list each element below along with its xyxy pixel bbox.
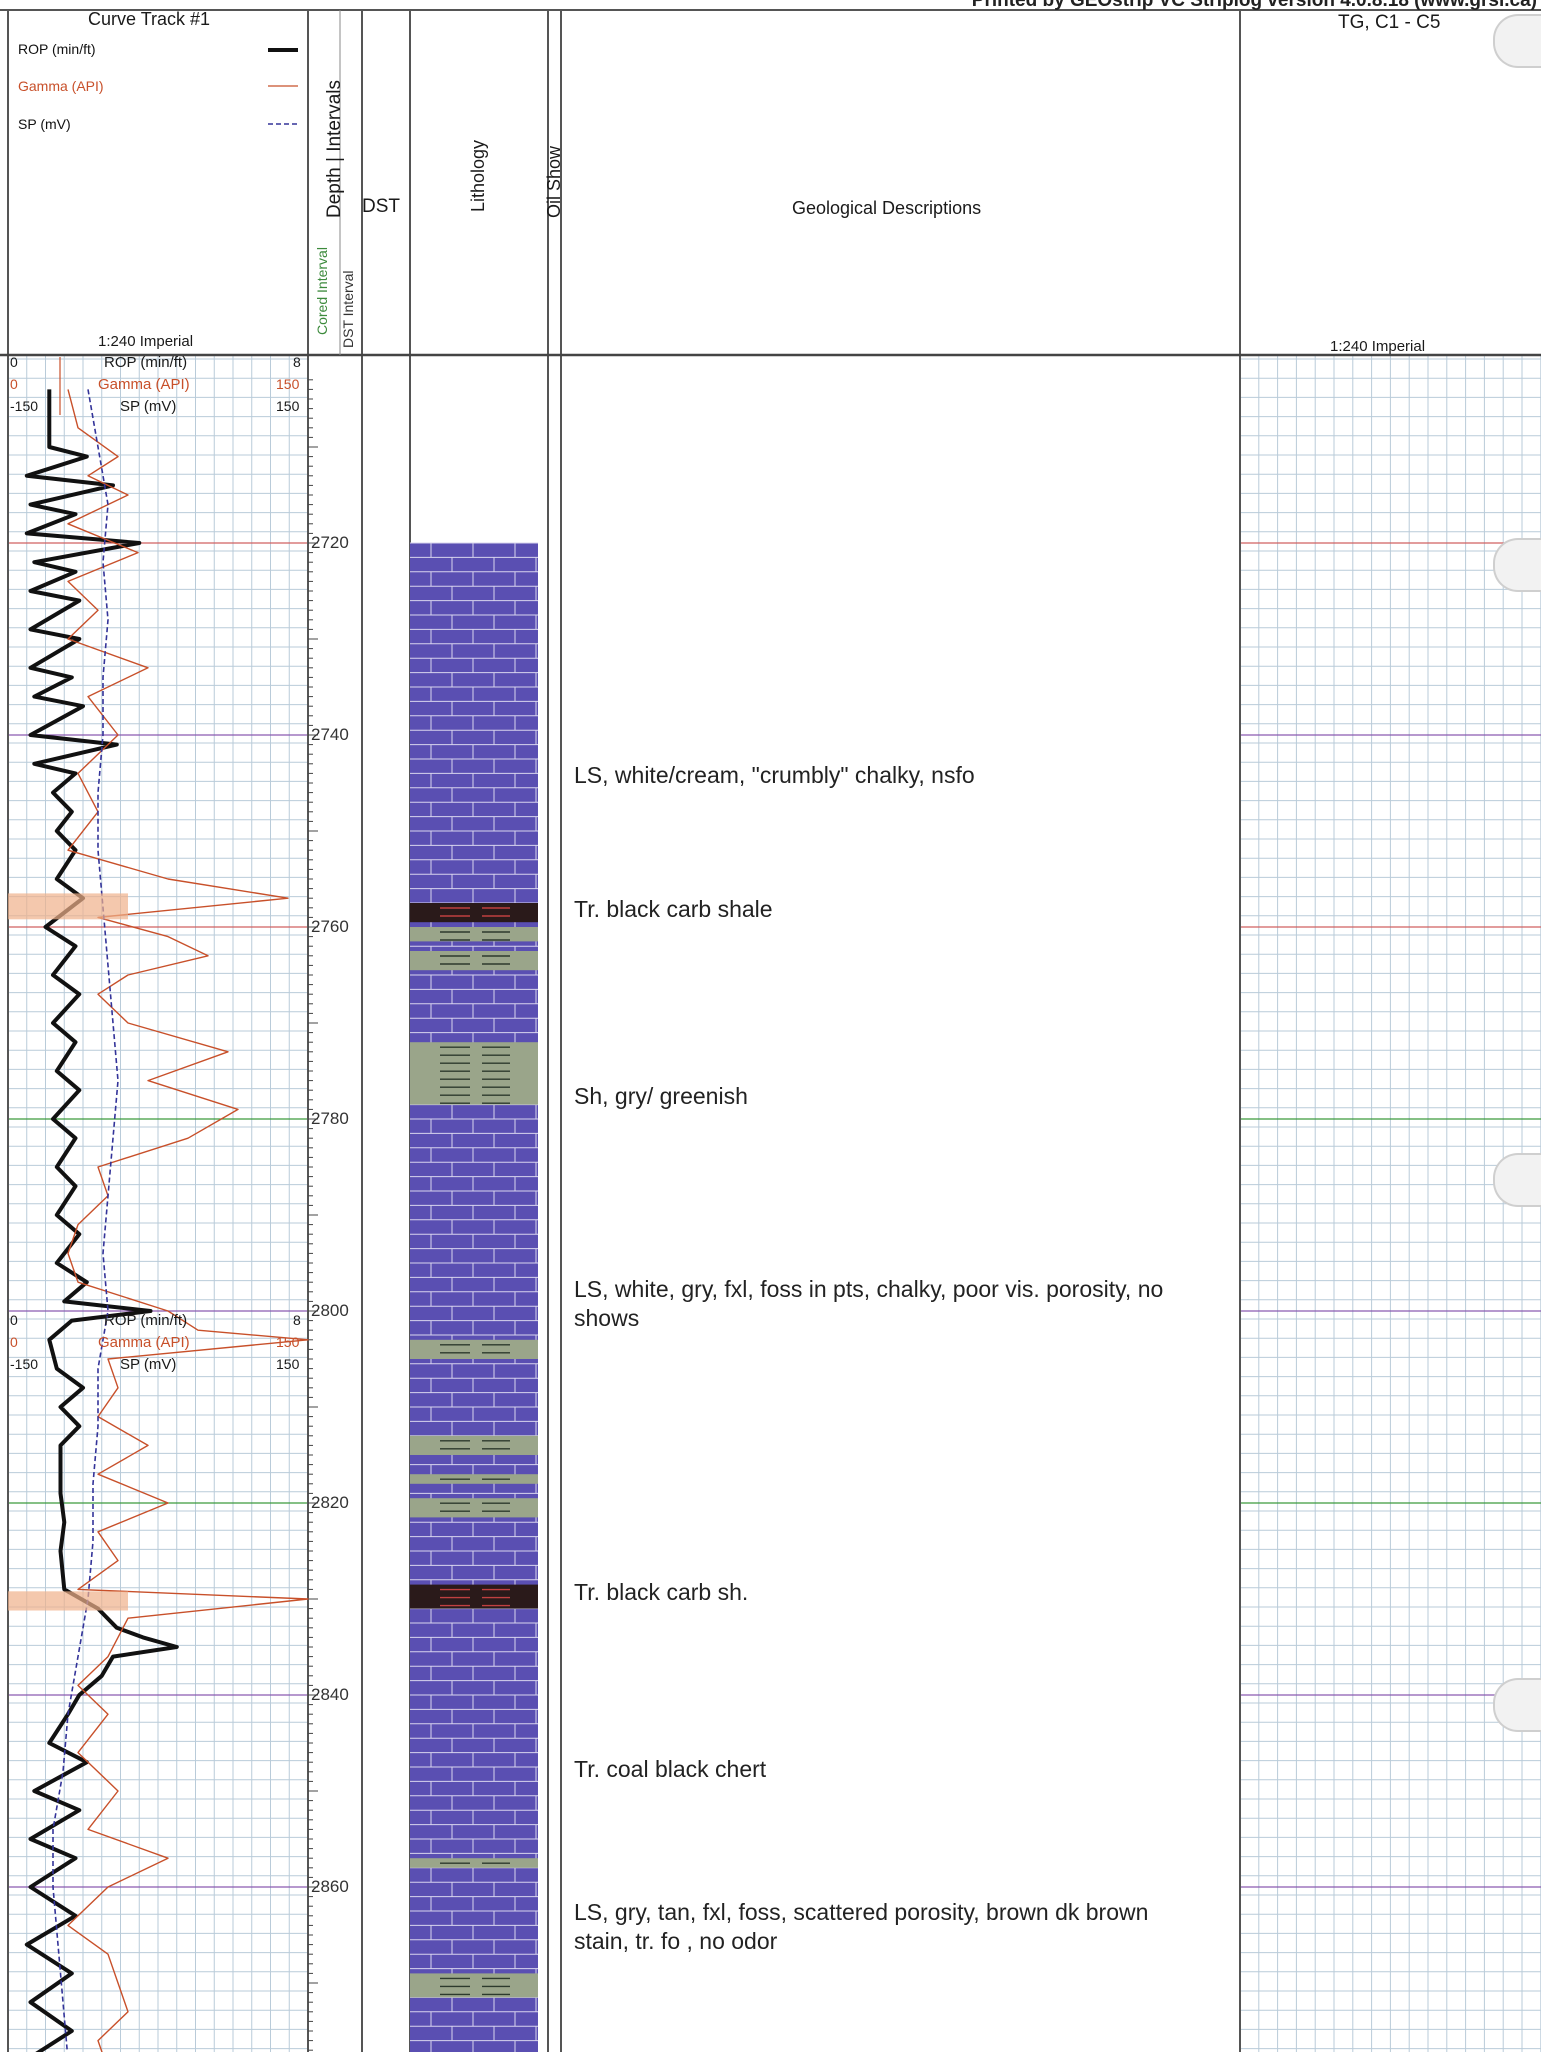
geological-descriptions-label: Geological Descriptions — [792, 198, 982, 218]
sp-max: 150 — [276, 398, 300, 414]
right-scale-label: 1:240 Imperial — [1330, 338, 1426, 355]
gamma-fill-highlight — [8, 893, 128, 920]
lithology-shale-bed — [410, 1042, 538, 1105]
rop-min: 0 — [10, 354, 18, 370]
legend-sp-label: SP (mV) — [18, 116, 71, 132]
gamma-min: 0 — [10, 376, 18, 392]
rop-scale-label: ROP (min/ft) — [104, 1312, 188, 1329]
description-entry: Tr. black carb shale — [574, 896, 773, 922]
depth-label: 2720 — [311, 533, 349, 552]
depth-label: 2820 — [311, 1493, 349, 1512]
sp-min: -150 — [10, 398, 39, 414]
dst-column-label: DST — [362, 196, 400, 217]
sp-scale-label: SP (mV) — [120, 1356, 177, 1373]
description-entry: Sh, gry/ greenish — [574, 1083, 748, 1109]
depth-label: 2780 — [311, 1109, 349, 1128]
rop-max: 8 — [293, 354, 301, 370]
lithology-carb-shale-bed — [410, 903, 538, 923]
depth-label: 2840 — [311, 1685, 349, 1704]
sp-scale-label: SP (mV) — [120, 398, 177, 415]
gamma-max: 150 — [276, 1334, 300, 1350]
depth-label: 2760 — [311, 917, 349, 936]
depth-label: 2740 — [311, 725, 349, 744]
rop-scale-label: ROP (min/ft) — [104, 354, 188, 371]
sp-min: -150 — [10, 1356, 39, 1372]
gamma-max: 150 — [276, 376, 300, 392]
curve-track-title: Curve Track #1 — [88, 9, 211, 29]
lithology-limestone — [410, 543, 538, 2052]
lithology-label: Lithology — [468, 139, 488, 212]
description-entry: LS, gry, tan, fxl, foss, scattered poros… — [574, 1899, 1149, 1954]
oil-show-label: Oil Show — [544, 145, 564, 218]
binder-hole — [1493, 1678, 1541, 1732]
left-scale-label: 1:240 Imperial — [98, 333, 194, 350]
lithology-shale-bed — [410, 1435, 538, 1455]
binder-hole — [1493, 538, 1541, 592]
cored-interval-label: Cored Interval — [314, 247, 330, 335]
gamma-min: 0 — [10, 1334, 18, 1350]
lithology-shale-bed — [410, 927, 538, 942]
lithology-shale-bed — [410, 1973, 538, 1998]
legend-gamma-label: Gamma (API) — [18, 78, 104, 94]
gamma-scale-label: Gamma (API) — [98, 1334, 190, 1351]
description-entry: LS, white, gry, fxl, foss in pts, chalky… — [574, 1276, 1164, 1331]
rop-min: 0 — [10, 1312, 18, 1328]
lithology-shale-bed — [410, 1474, 538, 1484]
binder-hole — [1493, 14, 1541, 68]
description-entry: Tr. coal black chert — [574, 1756, 767, 1782]
rop-curve — [24, 389, 179, 2052]
gamma-curve — [67, 389, 309, 2052]
lithology-carb-shale-bed — [410, 1584, 538, 1609]
legend-rop-label: ROP (min/ft) — [18, 41, 96, 57]
gamma-fill-highlight — [8, 1591, 128, 1611]
lithology-shale-bed — [410, 1858, 538, 1868]
printed-by-banner: Printed by GEOstrip VC Striplog version … — [971, 0, 1537, 11]
lithology-shale-bed — [410, 1498, 538, 1518]
description-entry: Tr. black carb sh. — [574, 1579, 749, 1605]
dst-interval-label: DST Interval — [340, 270, 356, 348]
depth-label: 2800 — [311, 1301, 349, 1320]
rop-max: 8 — [293, 1312, 301, 1328]
sp-max: 150 — [276, 1356, 300, 1372]
depth-label: 2860 — [311, 1877, 349, 1896]
description-entry: LS, white/cream, "crumbly" chalky, nsfo — [574, 762, 975, 788]
gamma-scale-label: Gamma (API) — [98, 376, 190, 393]
sp-curve — [52, 389, 119, 2052]
lithology-shale-bed — [410, 1339, 538, 1359]
lithology-shale-bed — [410, 951, 538, 971]
binder-hole — [1493, 1153, 1541, 1207]
gas-track-label: TG, C1 - C5 — [1338, 12, 1441, 33]
depth-intervals-label: Depth | Intervals — [324, 79, 345, 218]
